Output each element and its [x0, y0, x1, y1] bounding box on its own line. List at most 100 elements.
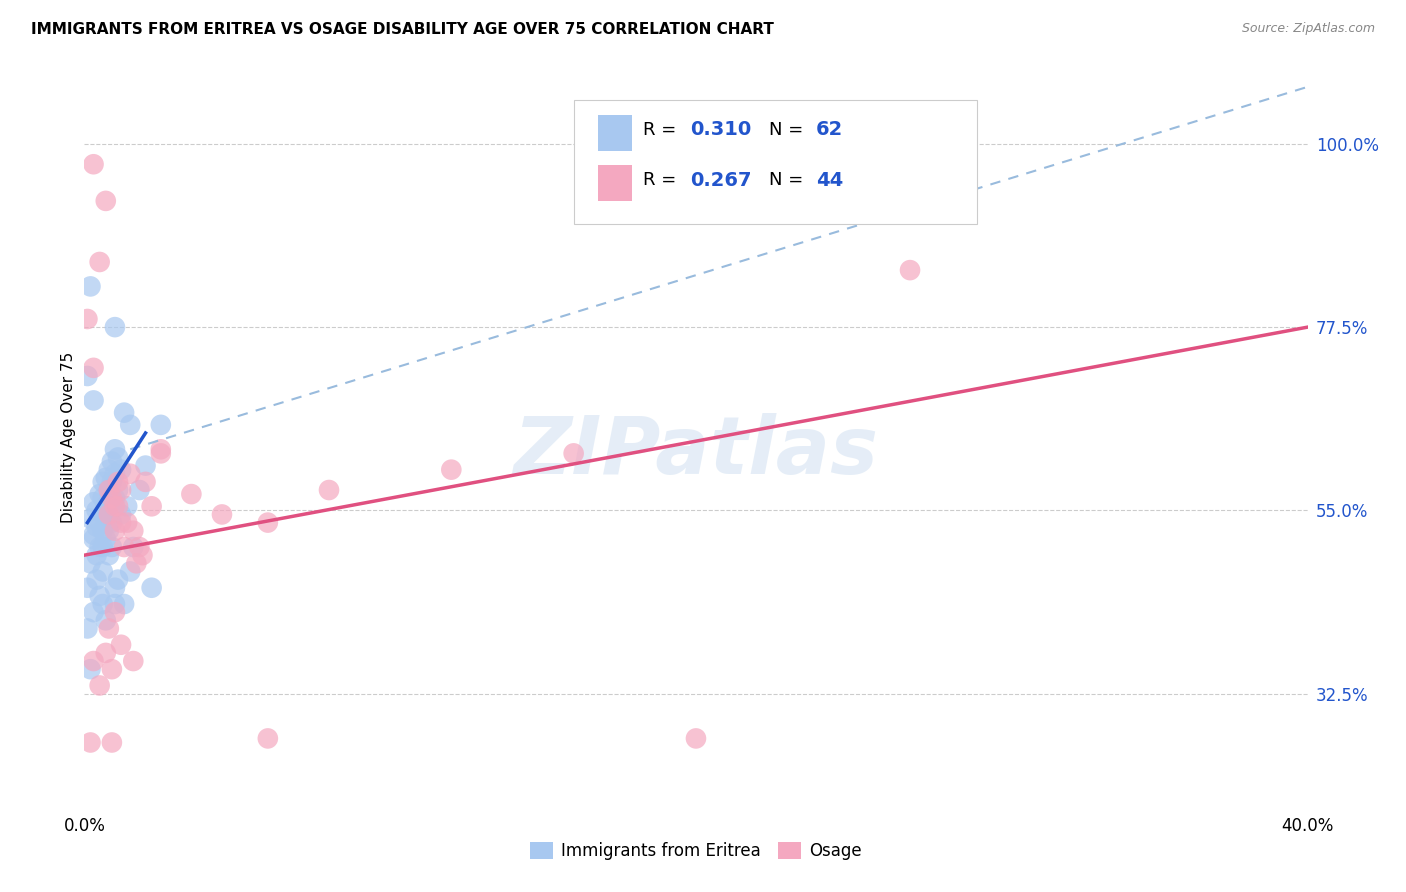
Point: [120, 565, 142, 579]
Point: [83, 393, 105, 408]
Point: [107, 450, 129, 465]
Point: [104, 597, 127, 611]
Point: [110, 508, 132, 522]
Point: [101, 500, 124, 514]
Point: [97, 548, 120, 562]
Text: R =: R =: [644, 121, 682, 139]
Point: [76, 581, 98, 595]
Point: [110, 638, 132, 652]
Text: 0.310: 0.310: [690, 120, 751, 139]
Point: [89, 487, 111, 501]
Point: [91, 597, 114, 611]
Point: [79, 557, 101, 571]
Point: [115, 500, 138, 514]
Point: [97, 463, 120, 477]
Point: [104, 524, 127, 538]
Point: [318, 483, 340, 497]
Point: [94, 471, 117, 485]
Point: [180, 487, 202, 501]
Point: [94, 500, 117, 514]
Legend: Immigrants from Eritrea, Osage: Immigrants from Eritrea, Osage: [523, 836, 869, 867]
Point: [86, 503, 108, 517]
Point: [115, 516, 138, 530]
Point: [257, 731, 280, 746]
Point: [79, 279, 101, 293]
Point: [86, 519, 108, 533]
Point: [104, 581, 127, 595]
FancyBboxPatch shape: [598, 165, 633, 201]
Point: [101, 491, 124, 505]
Text: 44: 44: [815, 170, 844, 190]
Point: [76, 622, 98, 636]
Point: [86, 573, 108, 587]
Point: [110, 516, 132, 530]
Point: [107, 573, 129, 587]
Y-axis label: Disability Age Over 75: Disability Age Over 75: [60, 351, 76, 523]
Point: [131, 548, 153, 562]
Point: [94, 532, 117, 546]
Point: [83, 528, 105, 542]
Point: [83, 605, 105, 619]
Point: [125, 557, 148, 571]
Point: [112, 597, 135, 611]
Point: [97, 524, 120, 538]
Point: [141, 500, 163, 514]
Point: [76, 312, 98, 326]
Point: [89, 589, 111, 603]
Point: [89, 540, 111, 554]
Point: [112, 406, 135, 420]
Point: [94, 516, 117, 530]
Point: [120, 417, 142, 432]
Point: [122, 540, 145, 554]
Point: [141, 581, 163, 595]
Point: [149, 417, 172, 432]
Point: [101, 540, 124, 554]
Point: [101, 516, 124, 530]
Point: [685, 731, 707, 746]
Point: [104, 442, 127, 457]
Point: [91, 475, 114, 489]
FancyBboxPatch shape: [574, 100, 977, 224]
Point: [440, 463, 463, 477]
Point: [211, 508, 233, 522]
Point: [97, 508, 120, 522]
Point: [257, 516, 280, 530]
Point: [91, 491, 114, 505]
Text: 62: 62: [815, 120, 844, 139]
FancyBboxPatch shape: [598, 115, 633, 151]
Point: [135, 458, 157, 473]
Point: [83, 360, 105, 375]
Point: [898, 263, 921, 277]
Point: [101, 735, 124, 749]
Point: [97, 483, 120, 497]
Point: [94, 646, 117, 660]
Point: [89, 255, 111, 269]
Point: [83, 157, 105, 171]
Point: [94, 613, 117, 627]
Point: [101, 454, 124, 468]
Point: [104, 500, 127, 514]
Text: R =: R =: [644, 171, 682, 189]
Point: [122, 654, 145, 668]
Point: [83, 532, 105, 546]
Point: [107, 483, 129, 497]
Point: [107, 475, 129, 489]
Point: [120, 467, 142, 481]
Point: [149, 446, 172, 460]
Point: [91, 565, 114, 579]
Point: [104, 467, 127, 481]
Text: 0.267: 0.267: [690, 170, 751, 190]
Point: [89, 516, 111, 530]
Point: [135, 475, 157, 489]
Point: [128, 483, 150, 497]
Text: N =: N =: [769, 171, 810, 189]
Point: [122, 524, 145, 538]
Point: [149, 442, 172, 457]
Point: [97, 508, 120, 522]
Point: [104, 491, 127, 505]
Point: [79, 511, 101, 525]
Point: [104, 320, 127, 334]
Point: [89, 678, 111, 692]
Point: [79, 662, 101, 676]
Point: [128, 540, 150, 554]
